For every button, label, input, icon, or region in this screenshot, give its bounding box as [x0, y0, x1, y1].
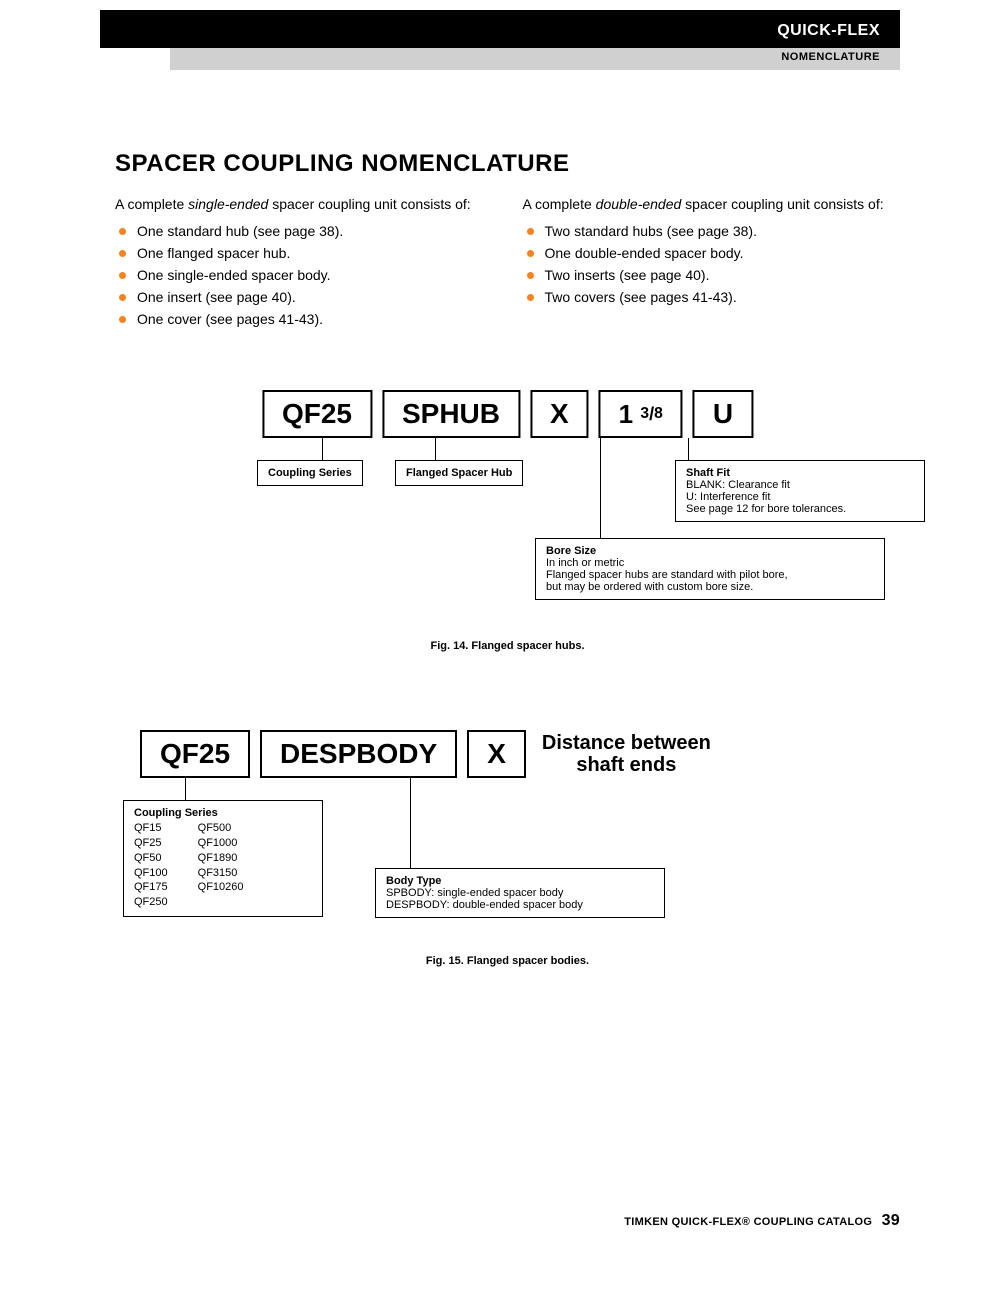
callout-coupling-series: Coupling Series	[257, 460, 363, 486]
leader	[185, 778, 186, 800]
series-columns: QF15 QF25 QF50 QF100 QF175 QF250 QF500 Q…	[134, 821, 312, 910]
frac-den: 8	[654, 405, 663, 423]
right-column: A complete double-ended spacer coupling …	[523, 196, 901, 330]
text-line: shaft ends	[542, 754, 711, 776]
diagram-2: QF25 DESPBODY X Distance between shaft e…	[115, 730, 900, 1050]
code-box-despbody: DESPBODY	[260, 730, 457, 778]
right-intro-em: double-ended	[596, 196, 682, 212]
list-item: One double-ended spacer body.	[527, 242, 901, 264]
list-item: One insert (see page 40).	[119, 286, 493, 308]
header-gray-bar: NOMENCLATURE	[170, 48, 900, 70]
callout-title: Body Type	[386, 875, 654, 887]
series-item: QF100	[134, 866, 168, 881]
header-black-bar: QUICK-FLEX	[100, 10, 900, 48]
series-item: QF10260	[198, 880, 244, 895]
series-item: QF500	[198, 821, 244, 836]
page-content: SPACER COUPLING NOMENCLATURE A complete …	[0, 70, 1000, 1050]
code-box-qf25: QF25	[262, 390, 372, 438]
code-box-x: X	[530, 390, 589, 438]
list-item: One single-ended spacer body.	[119, 264, 493, 286]
right-intro-pre: A complete	[523, 196, 596, 212]
callout-line: U: Interference fit	[686, 491, 914, 503]
leader	[435, 438, 436, 460]
diagram-1: QF25 SPHUB X 1 3/8 U Coupling Series Fla…	[115, 390, 900, 710]
callout-title: Coupling Series	[134, 807, 312, 819]
series-item: QF15	[134, 821, 168, 836]
code-box-frac: 1 3/8	[599, 390, 683, 438]
right-intro: A complete double-ended spacer coupling …	[523, 196, 901, 212]
series-item: QF3150	[198, 866, 244, 881]
callout-coupling-series-2: Coupling Series QF15 QF25 QF50 QF100 QF1…	[123, 800, 323, 917]
list-item: One flanged spacer hub.	[119, 242, 493, 264]
fig-14-caption: Fig. 14. Flanged spacer hubs.	[115, 640, 900, 652]
series-col-left: QF15 QF25 QF50 QF100 QF175 QF250	[134, 821, 168, 910]
list-item: One cover (see pages 41-43).	[119, 308, 493, 330]
series-item: QF175	[134, 880, 168, 895]
fig-15-caption: Fig. 15. Flanged spacer bodies.	[115, 955, 900, 967]
list-item: Two covers (see pages 41-43).	[527, 286, 901, 308]
leader	[600, 438, 601, 538]
callout-line: SPBODY: single-ended spacer body	[386, 887, 654, 899]
callout-line: In inch or metric	[546, 557, 874, 569]
callout-line: BLANK: Clearance fit	[686, 479, 914, 491]
callout-shaft-fit: Shaft Fit BLANK: Clearance fit U: Interf…	[675, 460, 925, 522]
page-footer: TIMKEN QUICK-FLEX® COUPLING CATALOG 39	[624, 1212, 900, 1230]
text-line: Distance between	[542, 732, 711, 754]
series-col-right: QF500 QF1000 QF1890 QF3150 QF10260	[198, 821, 244, 910]
series-item: QF25	[134, 836, 168, 851]
frac-whole: 1	[619, 399, 633, 430]
callout-flanged-spacer-hub: Flanged Spacer Hub	[395, 460, 523, 486]
left-intro-post: spacer coupling unit consists of:	[268, 196, 470, 212]
page-title: SPACER COUPLING NOMENCLATURE	[115, 150, 900, 178]
footer-text: TIMKEN QUICK-FLEX® COUPLING CATALOG	[624, 1216, 872, 1228]
code-box-u: U	[693, 390, 753, 438]
intro-columns: A complete single-ended spacer coupling …	[115, 196, 900, 330]
callout-title: Coupling Series	[268, 467, 352, 479]
left-intro: A complete single-ended spacer coupling …	[115, 196, 493, 212]
header-sub: NOMENCLATURE	[781, 51, 880, 63]
code-box-qf25-2: QF25	[140, 730, 250, 778]
list-item: Two standard hubs (see page 38).	[527, 220, 901, 242]
callout-line: Flanged spacer hubs are standard with pi…	[546, 569, 874, 581]
callout-bore-size: Bore Size In inch or metric Flanged spac…	[535, 538, 885, 600]
list-item: Two inserts (see page 40).	[527, 264, 901, 286]
right-intro-post: spacer coupling unit consists of:	[681, 196, 883, 212]
right-list: Two standard hubs (see page 38). One dou…	[523, 220, 901, 308]
left-intro-pre: A complete	[115, 196, 188, 212]
series-item: QF50	[134, 851, 168, 866]
callout-line: See page 12 for bore tolerances.	[686, 503, 914, 515]
code-text-distance: Distance between shaft ends	[536, 730, 717, 778]
series-item: QF1890	[198, 851, 244, 866]
callout-body-type: Body Type SPBODY: single-ended spacer bo…	[375, 868, 665, 918]
code-box-x-2: X	[467, 730, 526, 778]
callout-line: DESPBODY: double-ended spacer body	[386, 899, 654, 911]
callout-title: Flanged Spacer Hub	[406, 467, 512, 479]
leader	[688, 438, 689, 460]
frac-num: 3	[640, 405, 649, 423]
left-column: A complete single-ended spacer coupling …	[115, 196, 493, 330]
left-list: One standard hub (see page 38). One flan…	[115, 220, 493, 330]
series-item: QF1000	[198, 836, 244, 851]
leader	[410, 778, 411, 868]
footer-page-number: 39	[882, 1212, 900, 1229]
header-brand: QUICK-FLEX	[777, 22, 880, 40]
callout-title: Shaft Fit	[686, 467, 914, 479]
callout-title: Bore Size	[546, 545, 874, 557]
code-box-sphub: SPHUB	[382, 390, 520, 438]
series-item: QF250	[134, 895, 168, 910]
left-intro-em: single-ended	[188, 196, 268, 212]
leader	[322, 438, 323, 460]
list-item: One standard hub (see page 38).	[119, 220, 493, 242]
callout-line: but may be ordered with custom bore size…	[546, 581, 874, 593]
